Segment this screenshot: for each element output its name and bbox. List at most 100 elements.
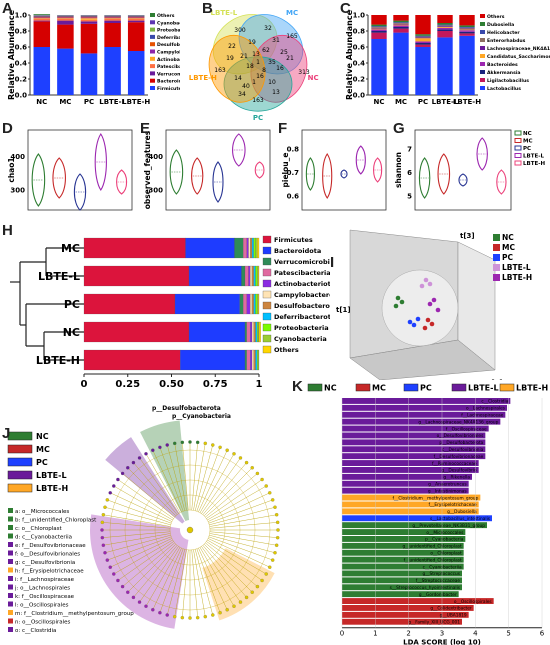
bar-segment (33, 21, 51, 47)
taxa-label: n: o__Oscillospirales (15, 620, 71, 626)
lda-bar-label: g__Colidextribacter (430, 606, 472, 612)
violin (73, 173, 87, 211)
legend-swatch (451, 383, 467, 392)
tree-node (275, 520, 280, 525)
legend-label: Firmicutes (157, 86, 180, 92)
bar-segment (127, 51, 145, 95)
panel-label-k: K (292, 378, 303, 395)
lda-bar-label: g__Dubosiella (447, 509, 477, 515)
venn-count: 62 (262, 47, 270, 54)
bar-segment (255, 293, 258, 315)
y-tick-label: 0.4 (353, 60, 366, 68)
tree-branch (201, 546, 241, 603)
tree-branch (103, 514, 171, 527)
y-tick-label: 0.8 (287, 145, 300, 153)
tree-branch (159, 548, 184, 613)
clade-sector (90, 514, 189, 629)
lda-bar (342, 598, 494, 604)
lda-bar (342, 494, 481, 501)
lda-bar-label: o__Oscillospirales (454, 599, 493, 605)
legend-label: LBTE-L (502, 263, 531, 272)
bar-segment (127, 18, 145, 19)
legend-swatch (262, 279, 272, 288)
score-point (399, 299, 405, 305)
bar-segment (246, 321, 251, 343)
bar-segment (250, 265, 253, 287)
tree-branch (209, 534, 276, 553)
tree-node (165, 443, 169, 447)
x-tick-label: 5 (506, 630, 510, 638)
tree-node (100, 535, 105, 540)
tree-branch (209, 522, 278, 529)
legend-label: NC (36, 432, 49, 441)
y-tick-label: 1.0 (15, 12, 28, 20)
y-axis-label: observed_features (143, 130, 152, 209)
lda-bar-label: f__Clostridium__methylpentosum_group (393, 495, 479, 501)
bar-segment (57, 19, 74, 21)
bar-segment (255, 237, 258, 259)
tree-branch (204, 544, 253, 593)
tree-branch (110, 538, 172, 568)
legend-swatch (514, 145, 522, 151)
bar-segment (33, 20, 51, 22)
y-tick-label: 6 (407, 169, 412, 177)
lda-bar-label: g__unidentified_Chloroplast (402, 544, 462, 550)
legend-swatch (7, 470, 33, 480)
bar-segment (257, 321, 259, 343)
bar-segment (57, 48, 74, 95)
legend-label: PC (502, 253, 513, 262)
bar-segment (371, 24, 387, 27)
legend-swatch (262, 257, 272, 266)
tree-node (260, 477, 264, 482)
tree-node (116, 477, 120, 482)
lda-bar-label: o__Micrococcales (426, 530, 464, 536)
bar-segment (437, 27, 453, 30)
bar-segment (437, 24, 453, 26)
tree-node (238, 456, 243, 460)
x-tick-label: NC (36, 98, 47, 106)
bar-segment (239, 293, 244, 315)
tree-node (195, 440, 200, 445)
tree-node (116, 578, 120, 583)
tree-branch (209, 507, 276, 526)
panel-b: B LBTE-L MC NC PC LBTE-H 300 32 165 22 19 31 163 21 6… (180, 0, 340, 122)
bar-segment (415, 43, 431, 45)
lda-bar-label: g__Lachnospiraceae_NK4A136_group (418, 419, 498, 425)
y-tick-label: 0.0 (353, 92, 366, 100)
bar-segment (415, 37, 431, 39)
score-point (425, 317, 431, 323)
clade-sector (105, 437, 185, 524)
legend-swatch (493, 254, 500, 261)
tree-branch (198, 548, 228, 610)
lda-bar-label: f__Lachnospiraceae (461, 413, 503, 419)
legend-label: Desulfobacterota (274, 302, 330, 310)
tree-branch (205, 473, 258, 518)
taxa-swatch (8, 567, 13, 573)
panel-label-g: G (393, 120, 405, 137)
legend-label: LBTE-H (523, 161, 545, 167)
venn-count: 13 (252, 51, 260, 58)
tree-node (203, 441, 207, 446)
bar-segment (248, 265, 251, 287)
tree-node (274, 543, 279, 547)
tree-node (165, 613, 169, 617)
violin (305, 157, 315, 191)
lda-bar (342, 418, 501, 425)
x-axis-label: LDA SCORE (log 10) (403, 639, 481, 645)
bar-segment (437, 23, 453, 25)
y-axis-label: shannon (394, 152, 403, 188)
bar-segment (33, 47, 51, 95)
bar-segment (251, 265, 254, 287)
legend-swatch (480, 46, 485, 50)
taxa-label: o: c__Clostridia (15, 628, 56, 634)
y-tick-label: 0.6 (15, 44, 28, 52)
taxa-swatch (8, 508, 13, 513)
x-tick-label: 0.50 (159, 379, 184, 390)
legend-label: Enterorhabdus (487, 38, 526, 44)
lda-bar-label: g__Intestinimonas (428, 488, 468, 494)
tree-node (101, 513, 106, 517)
confidence-ellipsoid (381, 269, 459, 347)
x-tick-label: 4 (473, 630, 478, 638)
violin (94, 133, 107, 191)
taxa-label: a: o__Micrococcales (15, 509, 69, 515)
